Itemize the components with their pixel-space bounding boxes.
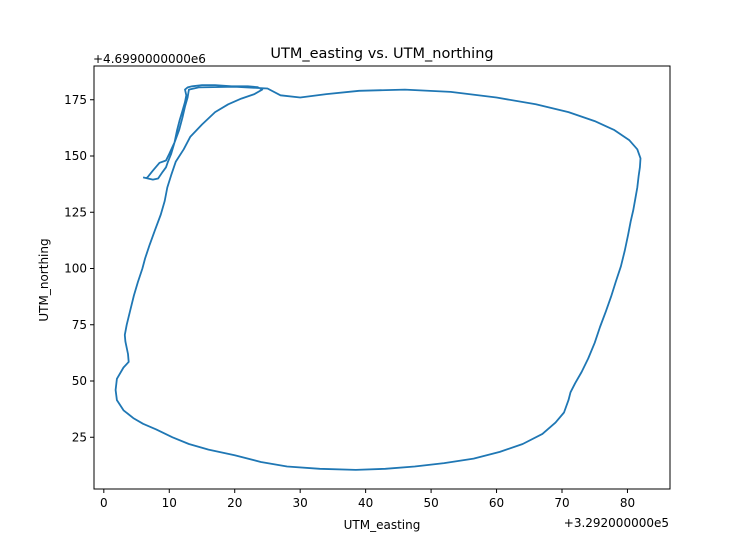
- chart-title: UTM_easting vs. UTM_northing: [270, 46, 493, 62]
- y-tick-label: 150: [64, 149, 87, 163]
- y-tick-label: 175: [64, 93, 87, 107]
- plot-area: [114, 84, 642, 471]
- y-tick-label: 75: [72, 318, 87, 332]
- x-tick-label: 40: [358, 496, 373, 510]
- x-axis-label: UTM_easting: [344, 518, 421, 532]
- y-axis-ticks: 25 50 75 100 125 150 175: [64, 93, 94, 444]
- x-tick-label: 50: [423, 496, 438, 510]
- series-line-0: [114, 84, 642, 471]
- y-tick-label: 100: [64, 262, 87, 276]
- x-tick-label: 80: [620, 496, 635, 510]
- axes-frame: [93, 65, 671, 490]
- y-axis-label: UTM_northing: [37, 238, 51, 321]
- x-tick-label: 70: [554, 496, 569, 510]
- y-offset-label: +4.6990000000e6: [93, 52, 206, 66]
- x-tick-label: 10: [162, 496, 177, 510]
- x-tick-label: 0: [100, 496, 108, 510]
- x-offset-label: +3.292000000e5: [564, 516, 669, 530]
- x-tick-label: 60: [489, 496, 504, 510]
- y-tick-label: 50: [72, 374, 87, 388]
- x-axis-ticks: 0 10 20 30 40 50 60 70 80: [100, 489, 635, 510]
- x-tick-label: 20: [227, 496, 242, 510]
- y-tick-label: 25: [72, 430, 87, 444]
- y-tick-label: 125: [64, 205, 87, 219]
- x-tick-label: 30: [293, 496, 308, 510]
